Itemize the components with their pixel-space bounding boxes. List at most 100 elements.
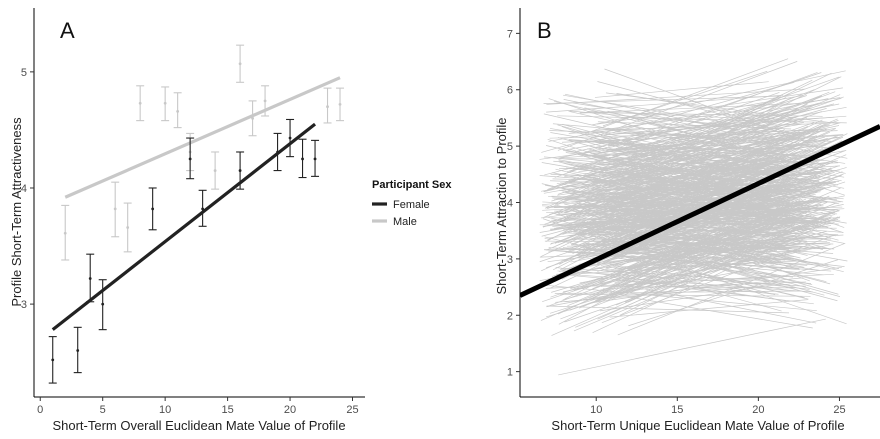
participant-line xyxy=(592,156,790,206)
participant-line xyxy=(557,61,798,151)
panel-b-y-tick-label: 7 xyxy=(507,28,513,40)
participant-line xyxy=(567,137,796,192)
participant-line xyxy=(570,274,813,293)
legend-title: Participant Sex xyxy=(372,179,452,191)
participant-line xyxy=(616,279,814,305)
participant-line xyxy=(579,202,828,309)
point-male xyxy=(113,207,117,211)
participant-line xyxy=(576,199,816,302)
participant-line xyxy=(564,203,784,259)
participant-line xyxy=(563,99,774,142)
panel-b-x-axis-title: Short-Term Unique Euclidean Mate Value o… xyxy=(551,418,844,433)
participant-line xyxy=(596,87,843,125)
participant-line xyxy=(567,216,796,307)
participant-line xyxy=(594,81,769,98)
participant-line xyxy=(545,273,834,289)
point-male xyxy=(126,226,130,229)
panel-a-y-tick-label: 5 xyxy=(21,67,27,79)
participant-line xyxy=(599,285,769,312)
participant-line xyxy=(554,209,810,212)
point-female xyxy=(151,207,155,211)
point-female xyxy=(238,169,242,172)
participant-line xyxy=(573,237,798,332)
panel-b-y-tick-label: 3 xyxy=(507,254,513,266)
panel-b-x-tick-label: 15 xyxy=(671,404,683,416)
participant-line xyxy=(546,305,789,314)
participant-line xyxy=(542,201,777,215)
participant-line xyxy=(541,205,777,218)
participant-line xyxy=(593,227,826,249)
participant-line xyxy=(605,92,838,124)
legend: Participant Sex Female Male xyxy=(372,179,452,228)
participant-line xyxy=(599,225,805,268)
panel-letter-b: B xyxy=(537,18,552,43)
panel-b-y-tick-label: 1 xyxy=(507,367,513,379)
point-female xyxy=(51,358,55,362)
participant-line xyxy=(565,181,787,193)
participant-line xyxy=(563,242,801,293)
panel-b-x-tick-label: 25 xyxy=(833,404,845,416)
participant-line xyxy=(599,184,821,284)
participant-line xyxy=(575,153,795,176)
participant-line xyxy=(602,281,807,290)
panel-a-x-tick-label: 0 xyxy=(37,404,43,416)
participant-line xyxy=(611,136,841,176)
participant-line xyxy=(548,95,804,142)
participant-line xyxy=(551,211,834,336)
participant-line xyxy=(552,178,811,187)
point-male xyxy=(338,102,342,106)
participant-line xyxy=(606,136,826,201)
point-female xyxy=(288,136,292,140)
fit-line-male xyxy=(64,76,341,199)
participant-line xyxy=(607,127,846,164)
participant-line xyxy=(557,137,769,194)
point-female xyxy=(301,157,304,161)
participant-line xyxy=(612,239,845,267)
panel-b-y-axis-title: Short-Term Attraction to Profile xyxy=(494,117,509,294)
participant-line xyxy=(563,211,809,233)
participant-line xyxy=(622,134,788,198)
participant-line xyxy=(611,286,796,289)
panel-b: B 10 15 20 25 1 2 3 4 5 6 7 Short-Term Unique Eucl… xyxy=(494,8,880,433)
point-male xyxy=(163,101,167,105)
participant-line xyxy=(597,81,817,141)
participant-line xyxy=(558,318,826,376)
panel-b-y-tick-label: 5 xyxy=(507,141,513,153)
panel-b-axes: 10 15 20 25 1 2 3 4 5 6 7 xyxy=(507,8,880,416)
participant-line xyxy=(580,103,800,114)
participant-line xyxy=(563,162,835,212)
panel-letter-a: A xyxy=(60,18,75,43)
participant-line xyxy=(613,218,794,237)
participant-line xyxy=(556,273,779,295)
panel-a-x-tick-label: 5 xyxy=(100,404,106,416)
participant-line xyxy=(553,95,822,188)
panel-a-marks xyxy=(48,44,345,384)
point-female xyxy=(188,157,192,161)
panel-a-y-tick-label: 4 xyxy=(21,183,27,195)
participant-line xyxy=(563,97,792,221)
participant-line xyxy=(601,115,847,136)
point-male xyxy=(138,101,142,105)
panel-a-x-tick-label: 15 xyxy=(221,404,233,416)
panel-a-y-tick-label: 3 xyxy=(21,299,27,311)
participant-line xyxy=(539,122,805,160)
participant-line xyxy=(549,130,834,142)
participant-line xyxy=(593,178,777,215)
participant-line xyxy=(544,79,813,209)
participant-line xyxy=(554,223,796,229)
panel-a-x-tick-label: 20 xyxy=(284,404,296,416)
panel-a-axes: 0 5 10 15 20 25 3 4 5 xyxy=(21,8,365,416)
participant-line xyxy=(555,283,790,303)
participant-line xyxy=(544,249,800,271)
participant-line xyxy=(605,258,786,269)
panel-b-y-tick-label: 6 xyxy=(507,85,513,97)
panel-a-x-tick-label: 10 xyxy=(159,404,171,416)
participant-line xyxy=(617,243,845,336)
panel-b-y-tick-label: 4 xyxy=(507,198,513,210)
panel-b-marks xyxy=(520,58,880,376)
participant-line xyxy=(552,197,803,218)
participant-line xyxy=(580,154,815,156)
participant-line xyxy=(559,293,811,297)
